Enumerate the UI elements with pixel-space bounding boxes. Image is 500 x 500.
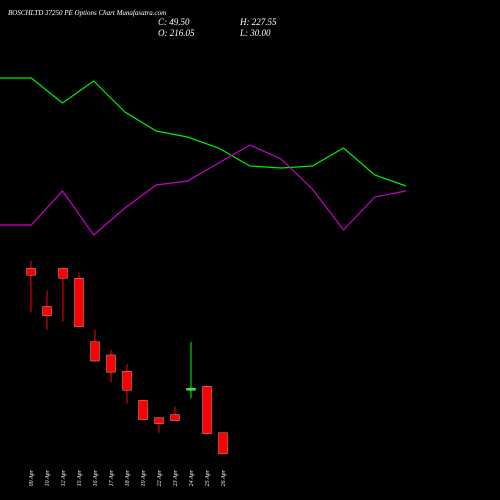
line-series: [0, 77, 407, 187]
candle-body: [106, 354, 116, 373]
candle-body: [74, 278, 84, 327]
candle-body: [202, 386, 212, 434]
candle-body: [186, 388, 196, 391]
stat-close: C: 49.50: [158, 17, 190, 27]
candle-body: [154, 417, 164, 424]
x-tick-label: 25 Apr: [205, 469, 211, 486]
x-tick-label: 09 Apr: [29, 469, 35, 486]
candle-body: [26, 267, 36, 276]
x-tick-label: 17 Apr: [109, 469, 115, 486]
x-tick-label: 19 Apr: [141, 469, 147, 486]
x-tick-label: 16 Apr: [93, 469, 99, 486]
x-tick-label: 22 Apr: [157, 469, 163, 486]
candle-body: [218, 432, 228, 455]
x-tick-label: 23 Apr: [173, 469, 179, 486]
chart-title: BOSCHLTD 37250 PE Options Chart Munafasu…: [8, 9, 166, 17]
stat-low: L: 30.00: [239, 28, 271, 38]
x-tick-label: 10 Apr: [45, 469, 51, 486]
candle-body: [170, 414, 180, 421]
stat-high: H: 227.55: [239, 17, 277, 27]
x-tick-label: 12 Apr: [61, 469, 67, 486]
candle-body: [42, 306, 52, 316]
candle-body: [138, 400, 148, 420]
x-tick-label: 18 Apr: [125, 469, 131, 486]
line-series: [0, 144, 407, 236]
candle-body: [58, 267, 68, 279]
candle-body: [90, 341, 100, 362]
x-tick-label: 15 Apr: [77, 469, 83, 486]
x-tick-label: 26 Apr: [221, 469, 227, 486]
x-tick-label: 24 Apr: [188, 469, 195, 486]
stat-open: O: 216.05: [158, 28, 195, 38]
candle-body: [122, 370, 132, 391]
